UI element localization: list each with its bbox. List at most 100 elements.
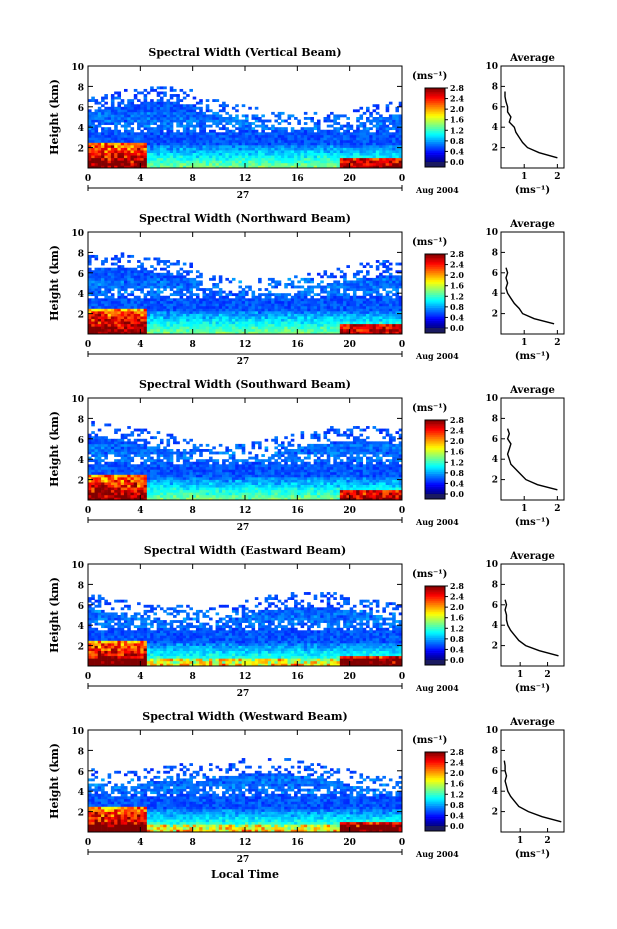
- heatmap-cell: [127, 129, 131, 133]
- heatmap-cell: [94, 469, 99, 473]
- heatmap-cell: [369, 321, 373, 325]
- heatmap-cell: [101, 145, 105, 148]
- heatmap-cell: [356, 298, 360, 302]
- heatmap-cell: [150, 155, 154, 159]
- heatmap-cell: [346, 303, 350, 307]
- heatmap-cell: [199, 109, 203, 113]
- heatmap-cell: [169, 114, 174, 118]
- heatmap-cell: [385, 331, 390, 335]
- heatmap-cell: [97, 283, 102, 286]
- heatmap-cell: [153, 469, 157, 473]
- heatmap-cell: [101, 305, 105, 309]
- heatmap-cell: [130, 283, 135, 286]
- heatmap-cell: [120, 471, 125, 475]
- heatmap-cell: [330, 275, 334, 279]
- heatmap-cell: [339, 293, 344, 297]
- heatmap-cell: [199, 305, 203, 309]
- heatmap-cell: [137, 122, 141, 125]
- heatmap-cell: [215, 157, 220, 161]
- heatmap-cell: [120, 124, 125, 128]
- heatmap-cell: [101, 114, 105, 118]
- heatmap-cell: [202, 305, 207, 309]
- heatmap-cell: [290, 280, 295, 284]
- heatmap-cell: [107, 313, 112, 317]
- heatmap-cell: [294, 285, 298, 289]
- heatmap-cell: [349, 316, 354, 319]
- heatmap-cell: [388, 162, 393, 166]
- heatmap-cell: [107, 326, 112, 330]
- heatmap-cell: [235, 160, 239, 164]
- heatmap-cell: [130, 155, 135, 159]
- heatmap-cell: [271, 162, 275, 166]
- heatmap-cell: [137, 311, 141, 314]
- heatmap-cell: [241, 308, 246, 312]
- heatmap-cell: [245, 162, 249, 166]
- heatmap-cell: [169, 137, 174, 141]
- heatmap-cell: [120, 331, 125, 335]
- heatmap-cell: [114, 91, 118, 95]
- heatmap-cell: [222, 134, 226, 138]
- heatmap-cell: [238, 162, 243, 166]
- heatmap-cell: [398, 139, 403, 143]
- heatmap-cell: [101, 459, 105, 463]
- heatmap-cell: [369, 295, 373, 299]
- heatmap-cell: [261, 127, 265, 131]
- heatmap-cell: [251, 331, 256, 335]
- heatmap-cell: [274, 331, 279, 335]
- heatmap-cell: [176, 326, 180, 330]
- heatmap-cell: [192, 316, 197, 319]
- heatmap-cell: [336, 283, 341, 286]
- heatmap-cell: [107, 497, 112, 501]
- heatmap-cell: [215, 300, 220, 304]
- heatmap-cell: [287, 160, 292, 164]
- heatmap-cell: [258, 313, 262, 317]
- heatmap-cell: [159, 127, 164, 131]
- heatmap-cell: [117, 466, 122, 470]
- heatmap-cell: [156, 277, 161, 281]
- heatmap-cell: [159, 150, 164, 153]
- heatmap-cell: [330, 160, 334, 164]
- heatmap-cell: [330, 285, 334, 289]
- heatmap-cell: [143, 469, 148, 473]
- heatmap-cell: [228, 318, 233, 322]
- heatmap-cell: [267, 295, 272, 299]
- heatmap-cell: [156, 305, 161, 309]
- heatmap-cell: [375, 147, 380, 151]
- heatmap-cell: [110, 152, 115, 156]
- heatmap-cell: [359, 137, 364, 141]
- y-axis-label: Height (km): [48, 79, 61, 155]
- heatmap-cell: [133, 305, 138, 309]
- heatmap-cell: [333, 119, 337, 123]
- heatmap-cell: [179, 323, 184, 327]
- heatmap-cell: [189, 142, 193, 146]
- heatmap-cell: [310, 150, 314, 153]
- heatmap-cell: [166, 260, 171, 263]
- heatmap-cell: [127, 456, 131, 460]
- heatmap-cell: [91, 321, 95, 325]
- heatmap-cell: [130, 492, 135, 496]
- heatmap-cell: [88, 451, 92, 455]
- heatmap-cell: [310, 290, 314, 294]
- heatmap-cell: [130, 101, 135, 105]
- heatmap-cell: [245, 293, 249, 297]
- heatmap-cell: [107, 331, 112, 335]
- heatmap-cell: [313, 308, 318, 312]
- y-tick-label: 10: [71, 229, 84, 239]
- heatmap-cell: [150, 331, 154, 335]
- heatmap-cell: [156, 290, 161, 294]
- heatmap-cell: [150, 308, 154, 312]
- heatmap-cell: [251, 326, 256, 330]
- heatmap-cell: [222, 318, 226, 322]
- heatmap-cell: [169, 303, 174, 307]
- heatmap-cell: [395, 280, 400, 284]
- heatmap-cell: [290, 283, 295, 286]
- heatmap-cell: [297, 318, 301, 322]
- heatmap-cell: [153, 137, 157, 141]
- heatmap-cell: [130, 331, 135, 335]
- heatmap-cell: [297, 300, 301, 304]
- heatmap-cell: [166, 147, 171, 151]
- heatmap-cell: [146, 280, 151, 284]
- heatmap-cell: [326, 152, 331, 156]
- heatmap-cell: [297, 326, 301, 330]
- heatmap-cell: [159, 155, 164, 159]
